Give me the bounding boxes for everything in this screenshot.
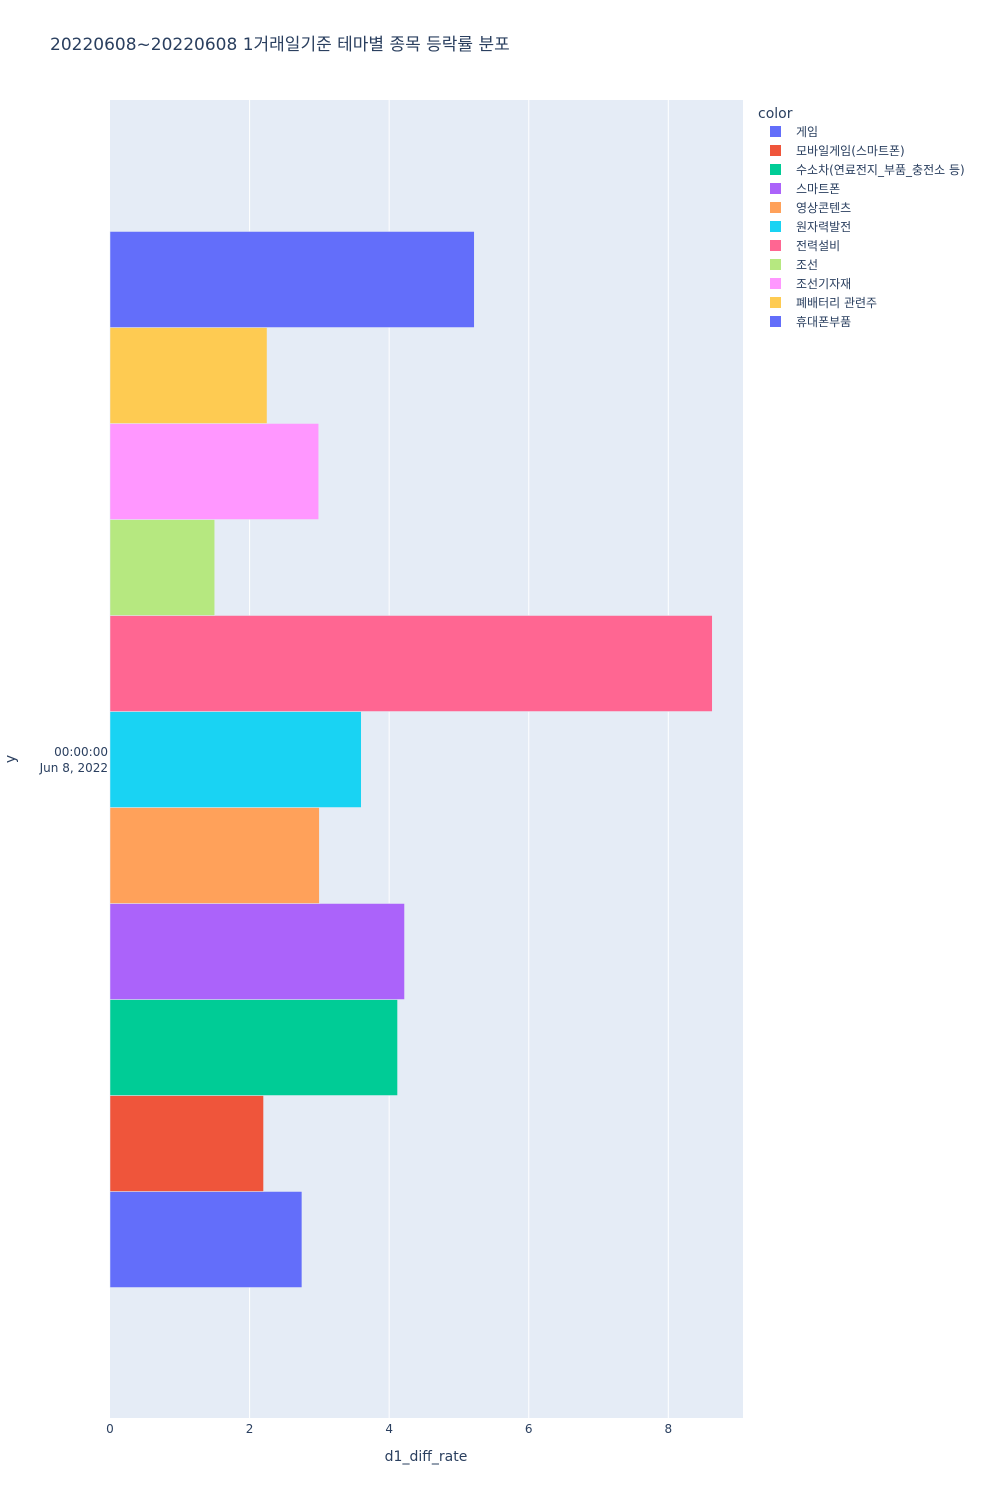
bar-10[interactable] [109,327,268,424]
legend-swatch[interactable] [770,164,781,175]
legend-swatch[interactable] [770,145,781,156]
bar-7[interactable] [109,615,713,712]
x-tick-label: 8 [665,1422,673,1436]
legend-swatch[interactable] [770,126,781,137]
chart-title: 20220608~20220608 1거래일기준 테마별 종목 등락률 분포 [50,35,510,55]
legend-label[interactable]: 원자력발전 [796,220,851,234]
bar-8[interactable] [109,519,215,616]
x-tick-label: 0 [106,1422,114,1436]
x-axis-title: d1_diff_rate [385,1449,468,1465]
x-tick-labels: 0 2 4 6 8 [106,1422,672,1436]
x-tick-label: 2 [246,1422,254,1436]
y-axis-title: y [3,755,19,763]
legend-label[interactable]: 게임 [796,125,818,139]
legend-swatch[interactable] [770,183,781,194]
legend-swatch[interactable] [770,221,781,232]
bar-11[interactable] [109,231,475,328]
y-tick-label-time: 00:00:00 [54,745,108,759]
legend-title: color [758,106,793,122]
bar-3[interactable] [109,999,398,1096]
legend-label[interactable]: 조선기자재 [796,277,851,291]
x-tick-label: 6 [525,1422,533,1436]
legend-swatch[interactable] [770,297,781,308]
legend-label[interactable]: 영상콘텐츠 [796,201,851,215]
legend-swatch[interactable] [770,259,781,270]
legend-label[interactable]: 수소차(연료전지_부품_충전소 등) [796,163,965,177]
x-tick-label: 4 [385,1422,393,1436]
legend-swatch[interactable] [770,278,781,289]
legend-swatch[interactable] [770,202,781,213]
y-tick-label-date: Jun 8, 2022 [39,761,108,775]
legend-swatch[interactable] [770,316,781,327]
legend-label[interactable]: 모바일게임(스마트폰) [796,144,905,158]
legend-label[interactable]: 전력설비 [796,239,840,253]
legend-label[interactable]: 휴대폰부품 [796,315,851,329]
bar-4[interactable] [109,903,405,1000]
bar-2[interactable] [109,1095,264,1192]
legend-label[interactable]: 조선 [796,258,818,272]
bar-1[interactable] [109,1191,303,1288]
bars [109,231,713,1288]
bar-9[interactable] [109,423,319,520]
legend-label[interactable]: 폐배터리 관련주 [796,296,877,310]
legend-label[interactable]: 스마트폰 [796,182,840,196]
legend-swatch[interactable] [770,240,781,251]
bar-5[interactable] [109,807,320,904]
bar-6[interactable] [109,711,362,808]
